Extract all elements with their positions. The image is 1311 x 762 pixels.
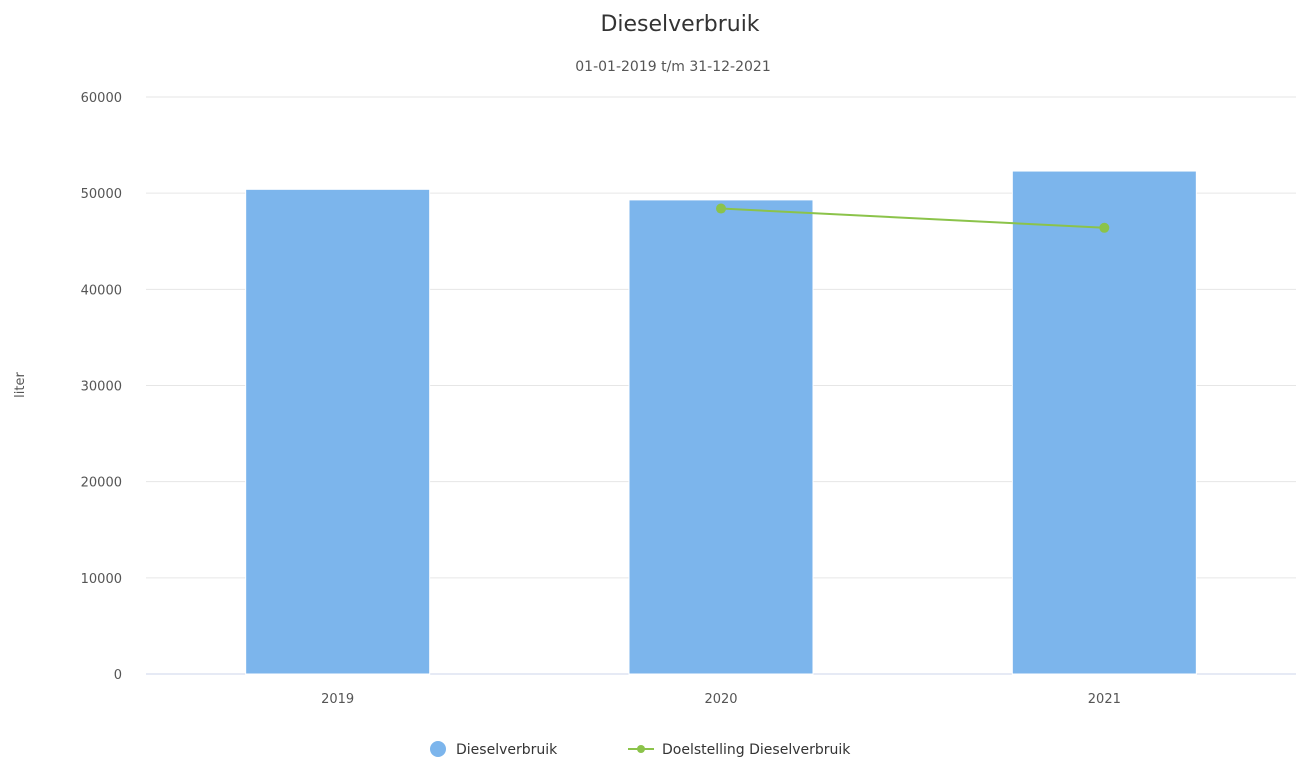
legend-line-marker: [637, 745, 645, 753]
y-tick-label: 60000: [81, 91, 122, 106]
x-tick-label: 2021: [1088, 692, 1121, 707]
bar-2020[interactable]: [628, 199, 814, 675]
y-tick-label: 50000: [81, 187, 122, 202]
bar-2021[interactable]: [1011, 170, 1197, 675]
y-axis-title: liter: [13, 372, 28, 398]
line-series: [716, 203, 1110, 233]
legend-bar-symbol: [430, 741, 446, 757]
y-tick-label: 0: [114, 668, 122, 683]
legend-bar-label: Dieselverbruik: [456, 742, 558, 758]
chart-title: Dieselverbruik: [600, 12, 759, 37]
x-tick-label: 2020: [704, 692, 737, 707]
y-tick-label: 30000: [81, 380, 122, 395]
chart-subtitle: 01-01-2019 t/m 31-12-2021: [575, 59, 770, 75]
y-tick-label: 20000: [81, 476, 122, 491]
bar-2019[interactable]: [245, 188, 431, 675]
target-point[interactable]: [1099, 222, 1110, 233]
legend-item-bar[interactable]: Dieselverbruik: [430, 741, 558, 758]
legend-line-label: Doelstelling Dieselverbruik: [662, 742, 851, 758]
x-axis-ticks: 2019 2020 2021: [321, 692, 1121, 707]
y-tick-label: 10000: [81, 572, 122, 587]
x-tick-label: 2019: [321, 692, 354, 707]
bar-series: [245, 170, 1197, 675]
legend: Dieselverbruik Doelstelling Dieselverbrui…: [430, 741, 851, 758]
target-line: [720, 207, 1105, 229]
y-tick-label: 40000: [81, 283, 122, 298]
legend-item-line[interactable]: Doelstelling Dieselverbruik: [628, 742, 851, 758]
y-axis-ticks: 0 10000 20000 30000 40000 50000 60000: [81, 91, 122, 683]
target-point[interactable]: [716, 203, 726, 214]
